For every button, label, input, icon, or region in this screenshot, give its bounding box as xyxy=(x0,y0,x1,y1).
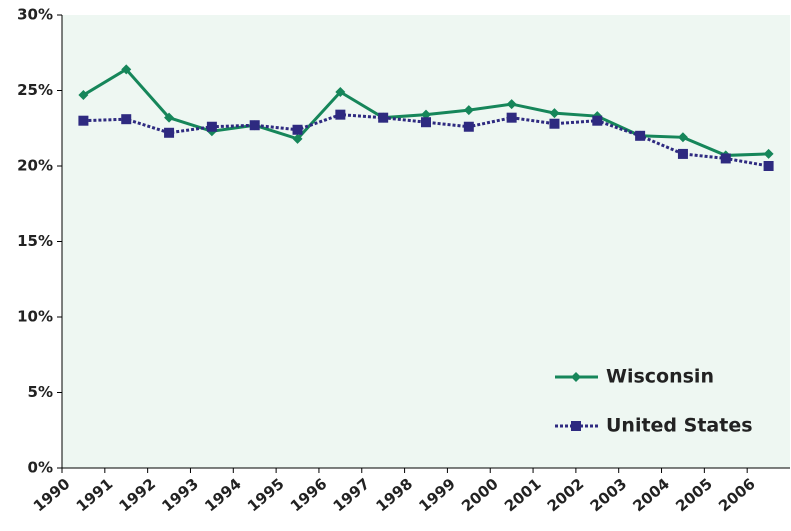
x-tick-label: 1994 xyxy=(201,475,245,516)
y-tick-label: 5% xyxy=(28,383,53,401)
data-point xyxy=(249,120,260,131)
y-tick-label: 15% xyxy=(17,232,53,250)
data-point xyxy=(164,127,175,138)
x-tick-label: 1996 xyxy=(287,475,331,516)
y-tick-label: 0% xyxy=(28,459,53,477)
data-point xyxy=(506,99,517,110)
data-point xyxy=(763,161,774,171)
x-tick-label: 1998 xyxy=(372,475,416,516)
data-point xyxy=(78,90,89,101)
data-point xyxy=(720,153,731,164)
plot-area xyxy=(62,15,790,468)
x-tick-label: 2001 xyxy=(501,475,545,516)
y-tick-label: 20% xyxy=(17,157,53,175)
data-point xyxy=(677,148,688,159)
data-point xyxy=(335,109,346,120)
x-tick-label: 2003 xyxy=(587,475,631,516)
data-point xyxy=(292,133,303,144)
data-point xyxy=(78,115,89,126)
x-tick-label: 1993 xyxy=(158,475,202,516)
data-point xyxy=(506,112,517,123)
data-point xyxy=(164,112,175,123)
x-tick-label: 1992 xyxy=(116,475,160,516)
data-point xyxy=(549,118,560,129)
data-point xyxy=(677,132,688,143)
data-point xyxy=(335,87,346,98)
x-tick-label: 2000 xyxy=(458,475,502,516)
data-point xyxy=(378,112,389,123)
x-tick-label: 1990 xyxy=(30,475,74,516)
x-tick-label: 1999 xyxy=(415,475,459,516)
data-point xyxy=(292,124,303,135)
data-point xyxy=(121,114,132,125)
x-tick-label: 1997 xyxy=(330,475,374,516)
data-point xyxy=(763,148,774,159)
data-point xyxy=(421,117,431,128)
data-point xyxy=(463,105,474,116)
legend-label: Wisconsin xyxy=(606,366,714,388)
x-tick-label: 1995 xyxy=(244,475,288,516)
data-point xyxy=(421,109,431,120)
x-tick-label: 2002 xyxy=(544,475,588,516)
data-point xyxy=(549,108,560,119)
data-point xyxy=(463,121,474,132)
legend-marker xyxy=(571,372,581,382)
legend-marker xyxy=(571,421,581,431)
x-tick-label: 1991 xyxy=(73,475,117,516)
data-point xyxy=(592,115,603,126)
data-point xyxy=(121,64,132,75)
x-tick-label: 2005 xyxy=(672,475,716,516)
data-point xyxy=(635,130,646,141)
x-tick-label: 2006 xyxy=(715,475,759,516)
data-point xyxy=(206,121,217,132)
legend-label: United States xyxy=(606,415,753,437)
y-tick-label: 30% xyxy=(17,6,53,24)
x-tick-label: 2004 xyxy=(629,475,673,516)
series-line xyxy=(83,113,769,168)
y-tick-label: 25% xyxy=(17,81,53,99)
y-tick-label: 10% xyxy=(17,308,53,326)
